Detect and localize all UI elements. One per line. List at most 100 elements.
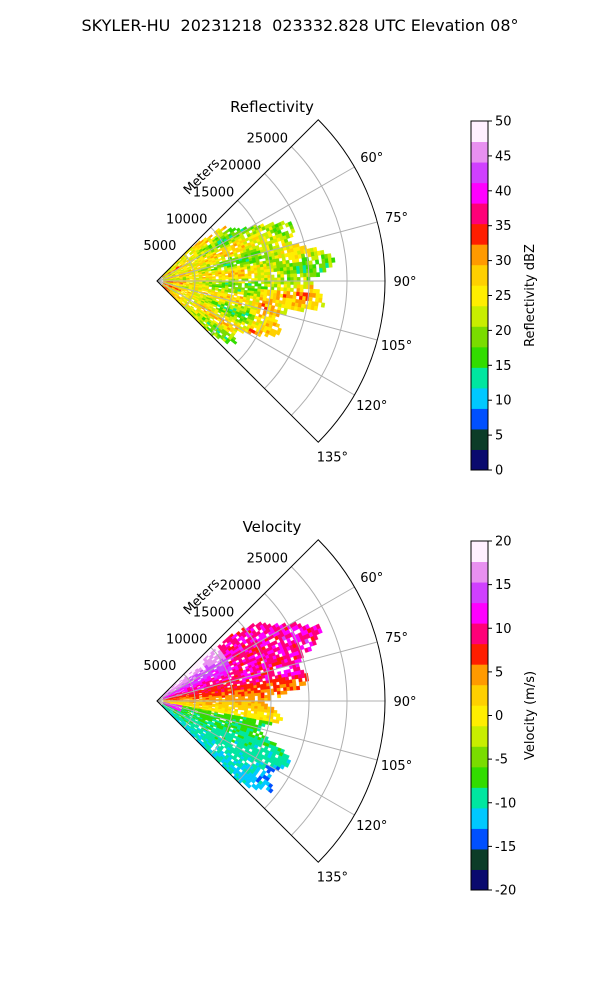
radar-cell — [238, 276, 242, 280]
radar-cell — [286, 273, 291, 278]
radar-cell — [276, 684, 281, 689]
radar-cell — [251, 703, 255, 707]
radar-cell — [237, 694, 242, 697]
radar-cell — [278, 225, 284, 231]
radar-cell — [306, 280, 311, 286]
colorbar-tick-label: 10 — [495, 622, 512, 637]
radar-cell — [244, 285, 249, 289]
colorbar: 0 5 10 15 20 25 30 35 40 45 50 Reflectivity dBZ — [470, 115, 538, 479]
radar-cell — [286, 270, 291, 275]
colorbar-segment — [471, 449, 488, 471]
radar-cell — [313, 305, 319, 311]
radar-cell — [240, 711, 245, 715]
radar-cell — [298, 677, 303, 683]
radar-cell — [312, 246, 318, 253]
radar-cell — [218, 285, 223, 289]
azimuth-gridline — [156, 700, 378, 761]
colorbar-segment — [471, 828, 488, 850]
angle-tick-label: 60° — [360, 151, 383, 166]
radar-cell — [224, 271, 229, 275]
colorbar-tick-label: 35 — [495, 219, 512, 234]
radar-cell — [328, 262, 333, 268]
radar-cell — [187, 711, 192, 715]
radar-cell — [312, 268, 317, 274]
polar-grid — [156, 566, 385, 836]
radar-cell — [273, 283, 278, 288]
colorbar-segment — [471, 244, 488, 266]
colorbar-segment — [471, 582, 488, 604]
colorbar-segment — [471, 561, 488, 583]
radar-cell — [260, 706, 265, 710]
radar-cell — [241, 273, 246, 277]
radar-cell — [313, 634, 319, 641]
colorbar-tick-label: 20 — [495, 324, 512, 339]
radial-tick-label: 5000 — [143, 239, 176, 254]
radar-cell — [250, 690, 255, 694]
radar-cell — [293, 269, 298, 275]
radar-cell — [286, 291, 291, 296]
radar-cell — [285, 683, 291, 688]
radar-cell — [312, 264, 317, 269]
azimuth-gridline — [156, 221, 378, 282]
radar-cell — [234, 276, 239, 280]
angle-tick-label: 105° — [381, 339, 412, 354]
radar-cell — [225, 277, 229, 280]
radar-cell — [290, 273, 294, 278]
radar-cell — [247, 693, 252, 697]
radar-cell — [312, 293, 317, 298]
radar-cell — [169, 699, 174, 701]
angle-tick-label: 135° — [317, 450, 348, 465]
colorbar-segment — [471, 305, 488, 327]
radar-cell — [257, 706, 262, 710]
colorbar-segment — [471, 428, 488, 450]
radar-cell — [253, 785, 259, 791]
radar-cell — [279, 764, 285, 770]
colorbar-tick-label: 40 — [495, 184, 512, 199]
colorbar-segment — [471, 387, 488, 409]
radar-cell — [279, 684, 284, 689]
radar-cell — [245, 678, 250, 683]
radar-cell — [173, 279, 177, 281]
radar-cell — [309, 288, 314, 294]
radar-cell — [247, 703, 252, 707]
radar-cell — [279, 293, 284, 298]
radar-cell — [228, 696, 233, 700]
radar-cell — [318, 293, 323, 299]
radar-cell — [307, 646, 313, 652]
radar-cell — [276, 271, 281, 275]
radar-cell — [247, 695, 252, 699]
radar-cell — [244, 283, 249, 286]
radar-cell — [288, 232, 294, 238]
radar-cell — [318, 263, 323, 269]
radar-cell — [293, 280, 298, 285]
radar-cell — [314, 301, 319, 307]
radar-cell — [286, 686, 291, 691]
colorbar-segment — [471, 602, 488, 624]
radar-cell — [166, 699, 171, 701]
radar-cell — [241, 703, 246, 706]
radar-cell — [260, 703, 265, 707]
polar-grid — [156, 146, 385, 416]
radar-cell — [234, 274, 239, 278]
angle-tick-label: 105° — [381, 759, 412, 774]
radar-cell — [275, 719, 280, 724]
radar-cell — [257, 272, 262, 276]
radar-cell — [285, 259, 290, 265]
radar-cell — [309, 280, 314, 286]
colorbar-tick-label: 45 — [495, 149, 512, 164]
radar-cell — [264, 274, 268, 279]
radar-cell — [309, 292, 314, 298]
colorbar-segment — [471, 725, 488, 747]
radar-cell — [258, 731, 264, 736]
radar-cell — [283, 287, 288, 292]
radar-cell — [234, 704, 239, 708]
radar-cell — [318, 297, 323, 303]
radar-cell — [301, 299, 306, 305]
radar-cell — [247, 283, 252, 287]
radar-cell — [296, 288, 301, 293]
radar-cell — [215, 335, 221, 340]
radar-data-field — [161, 620, 323, 794]
radar-cell — [296, 269, 301, 274]
radar-cell — [273, 688, 278, 693]
